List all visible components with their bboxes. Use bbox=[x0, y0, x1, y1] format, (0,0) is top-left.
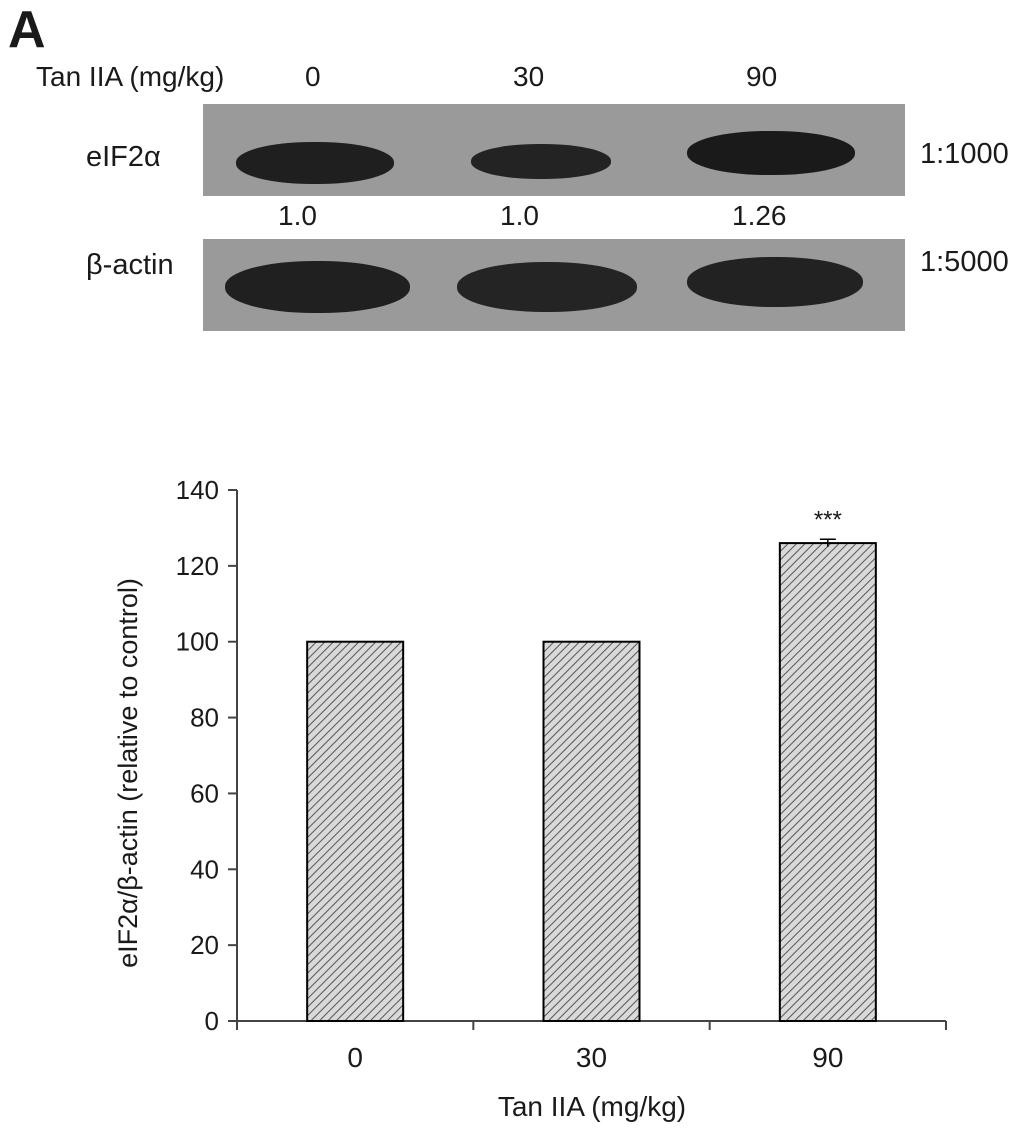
eif2a-row-label: eIF2α bbox=[86, 141, 161, 173]
beta-actin-band-0 bbox=[225, 261, 410, 313]
beta-actin-band-30 bbox=[457, 262, 637, 312]
panel-label: A bbox=[8, 1, 46, 59]
beta-actin-blot-strip bbox=[203, 239, 905, 331]
lane-label-90: 90 bbox=[746, 61, 778, 92]
y-tick-label-1: 20 bbox=[190, 930, 219, 960]
y-tick-label-7: 140 bbox=[176, 475, 219, 505]
x-axis-label: Tan IIA (mg/kg) bbox=[498, 1091, 686, 1122]
ratio-90: 1.26 bbox=[732, 200, 787, 231]
bar-chart: 0 20 40 60 80 100 120 140 0 30 90 *** Tan IIA (mg/… bbox=[113, 475, 947, 1122]
y-tick-label-0: 0 bbox=[205, 1006, 219, 1036]
eif2a-band-30 bbox=[471, 144, 611, 179]
x-tick-label-0: 0 bbox=[347, 1042, 363, 1073]
chart-bars: *** bbox=[306, 506, 877, 1022]
significance-marker-90: *** bbox=[814, 506, 842, 533]
x-tick-label-2: 90 bbox=[812, 1042, 843, 1073]
y-tick-label-5: 100 bbox=[176, 627, 219, 657]
eif2a-band-90 bbox=[687, 131, 855, 175]
y-tick-label-3: 60 bbox=[190, 778, 219, 808]
y-axis-label: eIF2α/β-actin (relative to control) bbox=[113, 578, 143, 968]
treatment-label: Tan IIA (mg/kg) bbox=[36, 61, 225, 92]
lane-label-30: 30 bbox=[513, 61, 545, 92]
x-tick-label-1: 30 bbox=[576, 1042, 607, 1073]
chart-axes: 0 20 40 60 80 100 120 140 0 30 90 bbox=[176, 475, 947, 1073]
eif2a-blot-strip bbox=[203, 104, 905, 196]
eif2a-dilution: 1:1000 bbox=[920, 138, 1009, 170]
bar-0 bbox=[306, 640, 405, 1022]
y-tick-label-4: 80 bbox=[190, 703, 219, 733]
bar-30 bbox=[542, 640, 641, 1022]
beta-actin-row-label: β-actin bbox=[86, 249, 174, 281]
lane-label-0: 0 bbox=[305, 61, 321, 92]
beta-actin-band-90 bbox=[687, 257, 863, 307]
ratio-0: 1.0 bbox=[278, 200, 317, 231]
bar-90 bbox=[778, 542, 877, 1022]
beta-actin-dilution: 1:5000 bbox=[920, 246, 1009, 278]
y-tick-label-2: 40 bbox=[190, 854, 219, 884]
eif2a-band-0 bbox=[236, 142, 394, 184]
ratio-30: 1.0 bbox=[500, 200, 539, 231]
y-tick-label-6: 120 bbox=[176, 551, 219, 581]
